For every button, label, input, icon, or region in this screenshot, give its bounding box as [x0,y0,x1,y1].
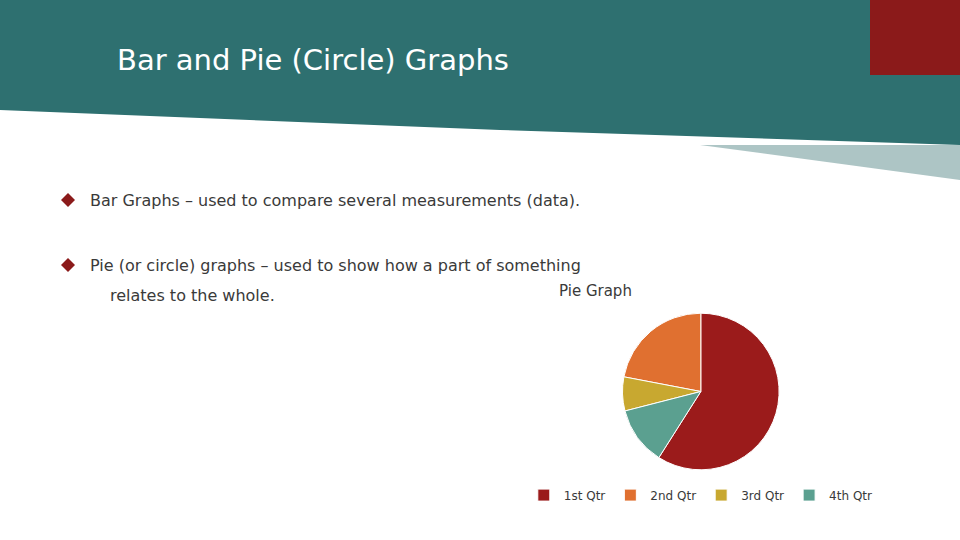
svg-text:3rd Qtr: 3rd Qtr [741,489,784,503]
svg-text:1st Qtr: 1st Qtr [564,489,606,503]
svg-text:relates to the whole.: relates to the whole. [110,286,275,305]
svg-text:Bar and Pie (Circle) Graphs: Bar and Pie (Circle) Graphs [117,43,509,77]
svg-text:Bar Graphs – used to compare s: Bar Graphs – used to compare several mea… [90,191,580,210]
svg-text:4th Qtr: 4th Qtr [829,489,872,503]
svg-text:2nd Qtr: 2nd Qtr [650,489,696,503]
svg-text:Pie Graph: Pie Graph [559,282,632,300]
svg-text:Pie (or circle) graphs – used: Pie (or circle) graphs – used to show ho… [90,256,581,275]
